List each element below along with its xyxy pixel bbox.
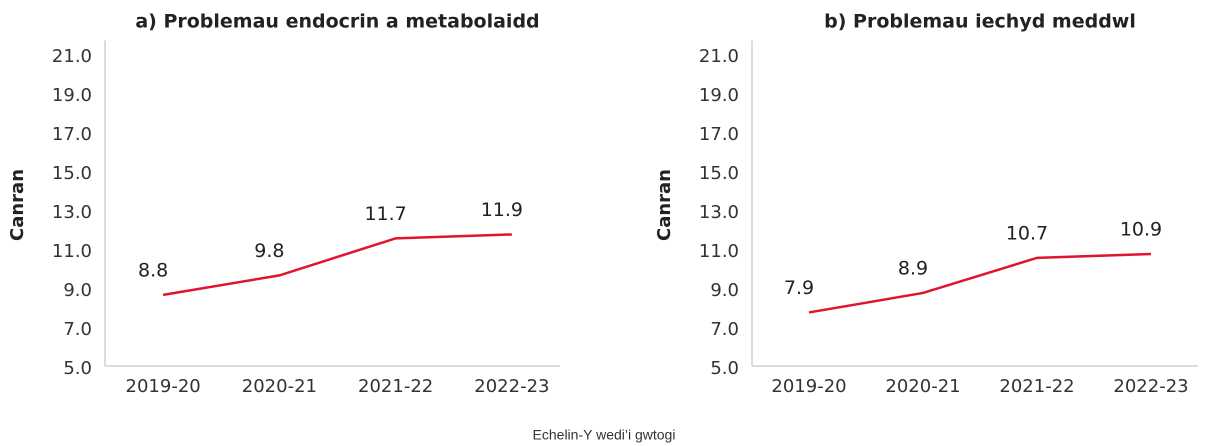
y-tick-label: 11.0 xyxy=(52,241,92,262)
y-tick-label: 5.0 xyxy=(63,358,92,379)
x-tick-label: 2021-22 xyxy=(999,376,1074,397)
y-tick-label: 21.0 xyxy=(699,46,739,67)
y-tick-label: 19.0 xyxy=(699,85,739,106)
data-label: 8.8 xyxy=(138,259,168,281)
y-tick-label: 13.0 xyxy=(52,202,92,223)
data-label: 9.8 xyxy=(254,240,284,262)
x-tick-label: 2020-21 xyxy=(885,376,960,397)
y-tick-label: 15.0 xyxy=(52,163,92,184)
y-axis-label: Canran xyxy=(7,169,28,241)
data-label: 7.9 xyxy=(784,277,814,299)
data-line xyxy=(808,252,1152,314)
footnote: Echelin-Y wedi’i gwtogi xyxy=(533,427,676,443)
y-tick-label: 13.0 xyxy=(699,202,739,223)
chart-title: a) Problemau endocrin a metabolaidd xyxy=(135,11,539,33)
x-tick-label: 2022-23 xyxy=(474,376,549,397)
y-tick-label: 17.0 xyxy=(52,124,92,145)
y-axis-label: Canran xyxy=(654,169,675,241)
y-tick-label: 9.0 xyxy=(63,280,92,301)
y-tick-label: 7.0 xyxy=(710,319,739,340)
y-tick-label: 9.0 xyxy=(710,280,739,301)
data-label: 11.9 xyxy=(481,199,523,221)
data-label: 8.9 xyxy=(898,257,928,279)
x-tick-label: 2022-23 xyxy=(1113,376,1188,397)
y-tick-label: 7.0 xyxy=(63,319,92,340)
y-tick-label: 21.0 xyxy=(52,46,92,67)
y-tick-label: 19.0 xyxy=(52,85,92,106)
y-tick-label: 5.0 xyxy=(710,358,739,379)
x-tick-label: 2019-20 xyxy=(771,376,846,397)
data-label: 10.9 xyxy=(1120,218,1162,240)
x-tick-label: 2021-22 xyxy=(358,376,433,397)
chart-title: b) Problemau iechyd meddwl xyxy=(824,11,1136,33)
x-tick-label: 2020-21 xyxy=(242,376,317,397)
y-tick-label: 11.0 xyxy=(699,241,739,262)
x-tick-label: 2019-20 xyxy=(126,376,201,397)
y-tick-label: 17.0 xyxy=(699,124,739,145)
data-label: 10.7 xyxy=(1006,222,1048,244)
y-tick-label: 15.0 xyxy=(699,163,739,184)
data-label: 11.7 xyxy=(364,203,406,225)
data-line xyxy=(162,233,512,297)
